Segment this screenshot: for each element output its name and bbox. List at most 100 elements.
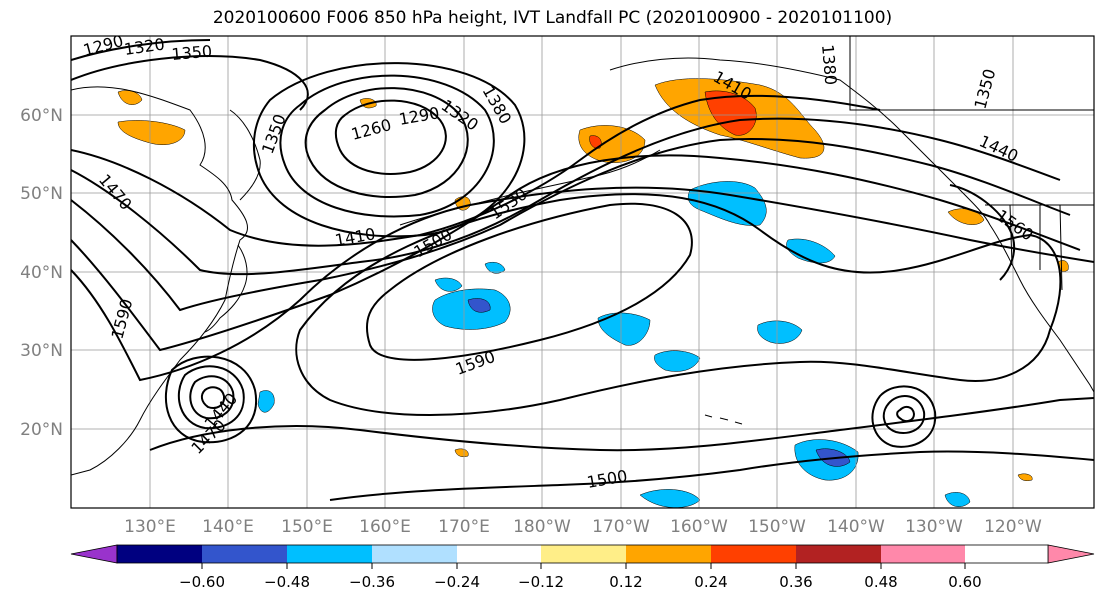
lon-label: 160°W [670,517,728,537]
coast-asia [71,86,248,476]
lon-label: 150°W [748,517,806,537]
contour-1560 [71,186,1094,382]
colorbar-segment [796,545,881,563]
contour-1470 [71,117,1061,276]
colorbar-segment [117,545,202,563]
colorbar-tick-label: −0.12 [518,573,564,591]
contour-label: 1380 [818,44,840,86]
coast-japan [204,244,248,333]
contour-1500-south [329,450,1094,501]
contour-typhoon-4 [164,355,258,444]
colorbar-segment [881,545,965,563]
coast-na-west [989,224,1094,393]
shade-negative-i [257,390,275,413]
lon-label: 120°W [984,517,1042,537]
lon-label: 180°W [513,517,571,537]
coast-kamchatka [229,109,261,201]
colorbar-segment [372,545,457,563]
colorbar-segment [711,545,796,563]
contour-1590-outer [295,193,1062,416]
colorbar-tick-label: 0.12 [609,573,642,591]
contour-typhoon-1 [200,386,226,409]
shade-alaska-strong [704,90,757,136]
colorbar-tick-label: 0.36 [779,573,812,591]
map-title: 2020100600 F006 850 hPa height, IVT Land… [212,8,893,28]
colorbar-tick-label: −0.36 [349,573,395,591]
colorbar-extend-right [1047,544,1095,564]
map-frame [70,35,1095,509]
contour-1590-inner [365,202,693,361]
shade-negative-d [757,320,803,344]
lat-label: 30°N [20,341,63,361]
lon-label: 130°E [124,517,176,537]
contour-east-low-1 [896,405,916,423]
coast-hawaii [704,414,743,425]
colorbar-segment [626,545,711,563]
shade-central-strong [467,298,491,313]
colorbar-tick-label: 0.60 [948,573,981,591]
colorbar-tick-label: −0.48 [264,573,310,591]
ivt-shading [117,78,1069,508]
contour-east-low-2 [882,395,926,434]
colorbar-segment [202,545,287,563]
shade-negative-a [434,277,463,292]
contour-1350-w [71,55,309,111]
contour-typhoon-3 [177,365,245,430]
shade-okhotsk-positive [117,120,186,146]
lon-label: 170°E [438,517,490,537]
contour-label: 1350 [171,42,213,64]
shade-kamchatka-positive [117,90,143,105]
colorbar-segment [965,545,1048,563]
lat-label-layer: 60°N 50°N 40°N 30°N 20°N [20,106,63,440]
contour-low-2 [304,87,469,198]
colorbar [70,544,1095,564]
contour-east-low-3 [871,385,937,448]
colorbar-tick-layer [201,563,966,569]
height-contours [71,39,1094,501]
shade-pnw-positive [947,208,985,225]
colorbar-extend-left [70,544,118,564]
shade-positive-small-b [454,448,469,457]
contour-low-3 [279,74,495,218]
shade-central-negative [432,288,511,330]
lon-label: 130°W [905,517,963,537]
contour-label: 1320 [123,34,166,58]
shade-negative-b [484,262,506,274]
lat-label: 50°N [20,184,63,204]
contour-typhoon-2 [189,375,235,420]
contour-pnw [949,184,1016,281]
colorbar-segment [457,545,541,563]
lon-label: 170°W [592,517,650,537]
contour-1530 [71,154,1081,352]
shade-negative-c [597,312,651,346]
shade-bering-strong [589,135,602,149]
lon-label: 160°E [359,517,411,537]
lat-label: 60°N [20,106,63,126]
lon-label: 140°E [202,517,254,537]
coast-canada-box [849,36,1094,111]
colorbar-tick-label: −0.24 [434,573,480,591]
shade-negative-g [639,489,701,508]
shade-negative-e [654,350,701,372]
contour-1410 [71,94,881,247]
lat-label: 40°N [20,263,63,283]
colorbar-outline [116,544,1049,564]
shade-negative-h [944,492,971,507]
contour-low-1 [334,99,447,175]
lon-label-layer: 130°E 140°E 150°E 160°E 170°E 180°W 170°… [124,517,1042,537]
lat-label: 20°N [20,420,63,440]
colorbar-tick-label: −0.60 [179,573,225,591]
contour-1500 [71,138,1071,312]
colorbar-segment [541,545,626,563]
colorbar-tick-labels: −0.60 −0.48 −0.36 −0.24 −0.12 0.12 0.24 … [179,573,982,591]
coast-alaska [609,57,991,226]
lon-label: 150°E [281,517,333,537]
colorbar-tick-label: 0.48 [864,573,897,591]
contour-1320-w [71,39,211,61]
contour-1560-south [149,397,1094,452]
lon-label: 140°W [827,517,885,537]
shade-positive-small-d [1017,473,1033,482]
colorbar-segment [287,545,372,563]
colorbar-tick-label: 0.24 [694,573,727,591]
